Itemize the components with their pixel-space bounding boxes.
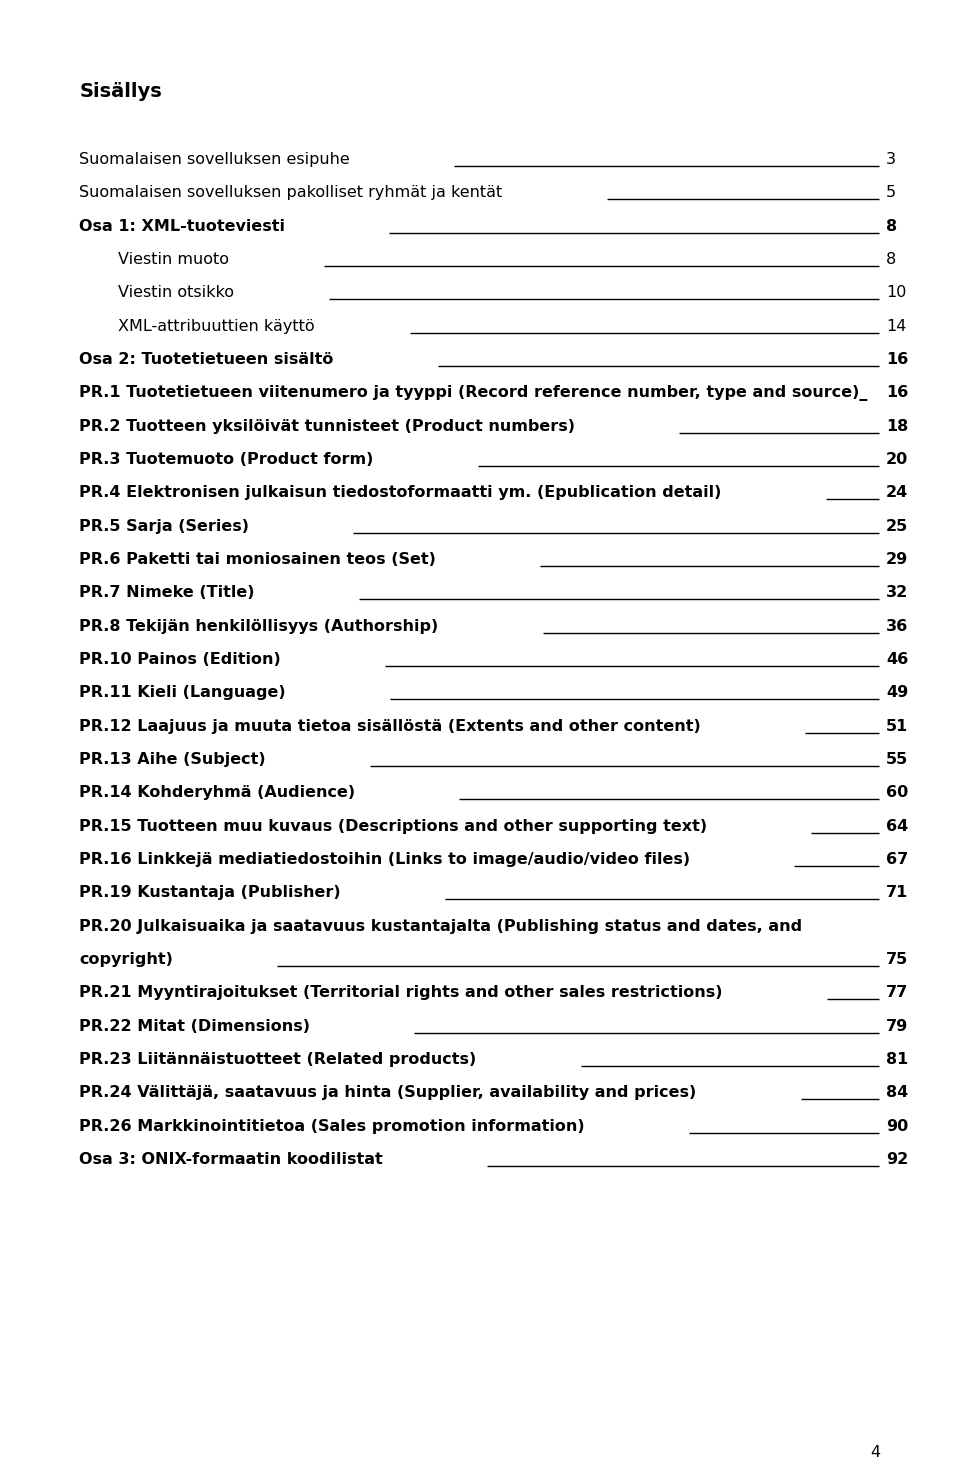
Text: Sisällys: Sisällys: [79, 82, 162, 101]
Text: 3: 3: [886, 151, 896, 167]
Text: 8: 8: [886, 252, 896, 267]
Text: 18: 18: [886, 418, 908, 434]
Text: PR.6 Paketti tai moniosainen teos (Set): PR.6 Paketti tai moniosainen teos (Set): [79, 551, 436, 568]
Text: 16: 16: [886, 351, 908, 368]
Text: PR.10 Painos (Edition): PR.10 Painos (Edition): [79, 652, 281, 667]
Text: 55: 55: [886, 751, 908, 766]
Text: PR.7 Nimeke (Title): PR.7 Nimeke (Title): [79, 585, 254, 600]
Text: 20: 20: [886, 452, 908, 467]
Text: Osa 1: XML-tuoteviesti: Osa 1: XML-tuoteviesti: [79, 218, 285, 234]
Text: 92: 92: [886, 1152, 908, 1166]
Text: 51: 51: [886, 719, 908, 734]
Text: 16: 16: [886, 385, 908, 400]
Text: PR.13 Aihe (Subject): PR.13 Aihe (Subject): [79, 751, 266, 766]
Text: 49: 49: [886, 685, 908, 700]
Text: Osa 2: Tuotetietueen sisältö: Osa 2: Tuotetietueen sisältö: [79, 351, 333, 368]
Text: PR.4 Elektronisen julkaisun tiedostoformaatti ym. (Epublication detail): PR.4 Elektronisen julkaisun tiedostoform…: [79, 485, 722, 501]
Text: PR.24 Välittäjä, saatavuus ja hinta (Supplier, availability and prices): PR.24 Välittäjä, saatavuus ja hinta (Sup…: [79, 1085, 696, 1100]
Text: 32: 32: [886, 585, 908, 600]
Text: 25: 25: [886, 519, 908, 534]
Text: 36: 36: [886, 618, 908, 634]
Text: 79: 79: [886, 1018, 908, 1033]
Text: 8: 8: [886, 218, 897, 234]
Text: PR.26 Markkinointitietoa (Sales promotion information): PR.26 Markkinointitietoa (Sales promotio…: [79, 1119, 585, 1134]
Text: PR.11 Kieli (Language): PR.11 Kieli (Language): [79, 685, 286, 700]
Text: 84: 84: [886, 1085, 908, 1100]
Text: 64: 64: [886, 818, 908, 833]
Text: PR.22 Mitat (Dimensions): PR.22 Mitat (Dimensions): [79, 1018, 310, 1033]
Text: 90: 90: [886, 1119, 908, 1134]
Text: PR.19 Kustantaja (Publisher): PR.19 Kustantaja (Publisher): [79, 885, 341, 900]
Text: Viestin otsikko: Viestin otsikko: [118, 285, 234, 301]
Text: XML-attribuuttien käyttö: XML-attribuuttien käyttö: [118, 319, 315, 333]
Text: 46: 46: [886, 652, 908, 667]
Text: Suomalaisen sovelluksen pakolliset ryhmät ja kentät: Suomalaisen sovelluksen pakolliset ryhmä…: [79, 185, 502, 200]
Text: 77: 77: [886, 986, 908, 1000]
Text: 10: 10: [886, 285, 906, 301]
Text: PR.8 Tekijän henkilöllisyys (Authorship): PR.8 Tekijän henkilöllisyys (Authorship): [79, 618, 439, 634]
Text: PR.2 Tuotteen yksilöivät tunnisteet (Product numbers): PR.2 Tuotteen yksilöivät tunnisteet (Pro…: [79, 418, 575, 434]
Text: Suomalaisen sovelluksen esipuhe: Suomalaisen sovelluksen esipuhe: [79, 151, 349, 167]
Text: PR.14 Kohderyhmä (Audience): PR.14 Kohderyhmä (Audience): [79, 785, 355, 800]
Text: PR.16 Linkkejä mediatiedostoihin (Links to image/audio/video files): PR.16 Linkkejä mediatiedostoihin (Links …: [79, 852, 690, 867]
Text: PR.5 Sarja (Series): PR.5 Sarja (Series): [79, 519, 250, 534]
Text: PR.12 Laajuus ja muuta tietoa sisällöstä (Extents and other content): PR.12 Laajuus ja muuta tietoa sisällöstä…: [79, 719, 701, 734]
Text: PR.21 Myyntirajoitukset (Territorial rights and other sales restrictions): PR.21 Myyntirajoitukset (Territorial rig…: [79, 986, 723, 1000]
Text: 4: 4: [871, 1445, 881, 1460]
Text: 24: 24: [886, 485, 908, 501]
Text: copyright): copyright): [79, 951, 173, 966]
Text: 67: 67: [886, 852, 908, 867]
Text: 60: 60: [886, 785, 908, 800]
Text: Viestin muoto: Viestin muoto: [118, 252, 229, 267]
Text: PR.20 Julkaisuaika ja saatavuus kustantajalta (Publishing status and dates, and: PR.20 Julkaisuaika ja saatavuus kustanta…: [79, 919, 803, 934]
Text: PR.15 Tuotteen muu kuvaus (Descriptions and other supporting text): PR.15 Tuotteen muu kuvaus (Descriptions …: [79, 818, 708, 833]
Text: 75: 75: [886, 951, 908, 966]
Text: 71: 71: [886, 885, 908, 900]
Text: 14: 14: [886, 319, 906, 333]
Text: Osa 3: ONIX-formaatin koodilistat: Osa 3: ONIX-formaatin koodilistat: [79, 1152, 383, 1166]
Text: PR.23 Liitännäistuotteet (Related products): PR.23 Liitännäistuotteet (Related produc…: [79, 1052, 476, 1067]
Text: PR.1 Tuotetietueen viitenumero ja tyyppi (Record reference number, type and sour: PR.1 Tuotetietueen viitenumero ja tyyppi…: [79, 385, 868, 402]
Text: 5: 5: [886, 185, 896, 200]
Text: 29: 29: [886, 551, 908, 568]
Text: 81: 81: [886, 1052, 908, 1067]
Text: PR.3 Tuotemuoto (Product form): PR.3 Tuotemuoto (Product form): [79, 452, 373, 467]
